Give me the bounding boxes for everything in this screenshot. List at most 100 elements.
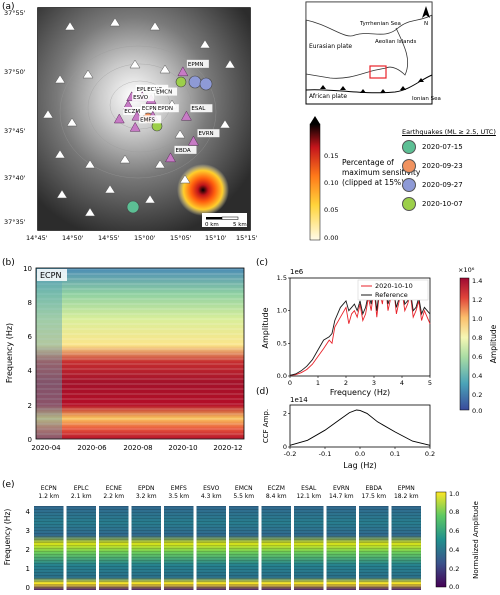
norm-tick: 0.2: [449, 565, 459, 573]
station-marker-esal: [180, 110, 192, 121]
amplitude-colorbar: ×10⁶ 1.4 1.2 1.0 0.8 0.6 0.4 0.2 0.0 Amp…: [458, 266, 498, 415]
e-ytick: 4: [26, 508, 31, 516]
station-label: EVRN: [198, 131, 213, 137]
north-arrow-icon: [422, 6, 430, 18]
station-label-bg: [123, 107, 146, 115]
station-label: EPLC: [137, 87, 151, 93]
station-distance: 2.2 km: [103, 493, 124, 500]
x-tick-label: -0.1: [319, 450, 332, 458]
lat-ticks: 37°55' 37°50' 37°45' 37°40' 37°35': [4, 9, 26, 226]
x-tick-label: 2: [344, 379, 348, 387]
sensitivity-colorbar: 0.15 0.10 0.05 0.00: [309, 116, 338, 242]
lon-ticks: 14°45' 14°50' 14°55' 15°00' 15°05' 15°10…: [26, 234, 258, 242]
station-spectrogram-texture: [99, 506, 129, 590]
station-distance: 1.2 km: [38, 493, 59, 500]
spec-xtick: 2020-12: [213, 444, 242, 452]
inset-map: Tyrrhenian Sea Aeolian Islands Eurasian …: [305, 1, 441, 105]
c-ylabel: Amplitude: [261, 307, 270, 348]
inset-italy: [305, 1, 433, 37]
lon-tick: 15°05': [170, 234, 192, 242]
norm-tick: 0.0: [449, 583, 459, 591]
norm-tick: 0.8: [449, 508, 459, 516]
scale-bar: 0 km 5 km: [202, 213, 247, 228]
station-name: EMCN: [235, 485, 253, 492]
station-label-bg: [132, 93, 155, 102]
lat-tick: 37°40': [4, 174, 26, 182]
sens-tick: 0.10: [324, 179, 338, 187]
station-label: EPDN: [158, 106, 173, 112]
station-spectrogram-texture: [261, 506, 291, 590]
sensitivity-label: Percentage of maximum sensitivity (clipp…: [342, 158, 421, 187]
sens-tick: 0.05: [324, 206, 338, 214]
station-name: EBDA: [365, 485, 382, 492]
x-tick-label: 4: [400, 379, 404, 387]
inset-label: Aeolian Islands: [375, 39, 416, 45]
c-legend-red: 2020-10-10: [375, 282, 413, 290]
legend-swatch: [402, 140, 416, 154]
station-spectrogram-texture: [229, 506, 259, 590]
spectrogram-early: [36, 268, 62, 439]
lat-tick: 37°35': [4, 218, 26, 226]
inset-label: Ionian Sea: [412, 96, 441, 102]
e-ylabel: Frequency (Hz): [3, 509, 12, 566]
station-name: EMFS: [171, 485, 187, 492]
station-label-bg: [190, 104, 213, 113]
lat-tick: 37°55': [4, 9, 26, 17]
amp-tick: 0.4: [472, 372, 482, 380]
station-spectrogram-texture: [294, 506, 324, 590]
panel-label-e: (e): [2, 480, 15, 490]
station-distance: 8.4 km: [266, 493, 287, 500]
c-legend: 2020-10-10 Reference: [357, 279, 429, 301]
spec-yticks: 10 8 6 4 2 0: [23, 265, 32, 444]
station-name: ESAL: [301, 485, 317, 492]
x-tick-label: 5: [428, 379, 432, 387]
amp-tick: 0.2: [472, 391, 482, 399]
d-multiplier: 1e14: [290, 396, 308, 404]
station-distance: 5.5 km: [233, 493, 254, 500]
x-tick-label: 0.1: [390, 450, 400, 458]
amp-label: Amplitude: [489, 324, 498, 363]
station-marker-eczm: [113, 113, 125, 124]
inset-coast: [305, 27, 409, 79]
spec-xtick: 2020-10: [168, 444, 197, 452]
station-marker-epmn: [177, 66, 189, 77]
lon-tick: 14°45': [26, 234, 48, 242]
scale-bar-end: 5 km: [233, 222, 247, 228]
station-label-bg: [139, 115, 162, 124]
legend-date: 2020-09-27: [422, 181, 463, 189]
station-marker-emfs: [129, 121, 141, 132]
station-label: ECZM: [124, 109, 140, 115]
station-spectrogram-texture: [326, 506, 356, 590]
y-tick-label: 0.5: [277, 339, 287, 347]
normalized-colorbar: 1.0 0.8 0.6 0.4 0.2 0.0 Normalized Ampli…: [435, 490, 480, 591]
station-label: EBDA: [176, 148, 191, 154]
spectrogram-texture: [36, 268, 244, 439]
station-name: EVRN: [333, 485, 350, 492]
station-spectrogram-texture: [66, 506, 96, 590]
inset-teeth: [320, 78, 424, 93]
station-distance: 14.7 km: [329, 493, 354, 500]
y-tick-label: 0: [283, 443, 287, 451]
panel-label-c: (c): [256, 258, 268, 268]
station-label: ECPN: [142, 106, 157, 112]
station-spectrogram-texture: [359, 506, 389, 590]
legend-item: 2020-10-07: [402, 197, 500, 211]
station-label-bg: [156, 104, 179, 113]
station-label: EMCN: [156, 90, 172, 96]
legend-date: 2020-09-23: [422, 162, 463, 170]
x-tick-label: 0: [288, 379, 292, 387]
lon-tick: 14°55': [98, 234, 120, 242]
station-name: ECNE: [106, 485, 122, 492]
panel-label-b: (b): [2, 258, 15, 268]
c-legend-black: Reference: [375, 291, 408, 299]
scale-bar-start: 0 km: [205, 222, 219, 228]
station-distance: 3.5 km: [168, 493, 189, 500]
norm-label: Normalized Amplitude: [472, 501, 480, 579]
spec-xtick: 2020-06: [77, 444, 107, 452]
spec-xtick: 2020-04: [31, 444, 61, 452]
norm-tick: 1.0: [449, 490, 459, 498]
amp-tick: 0.0: [472, 407, 482, 415]
x-tick-label: 0.0: [355, 450, 365, 458]
